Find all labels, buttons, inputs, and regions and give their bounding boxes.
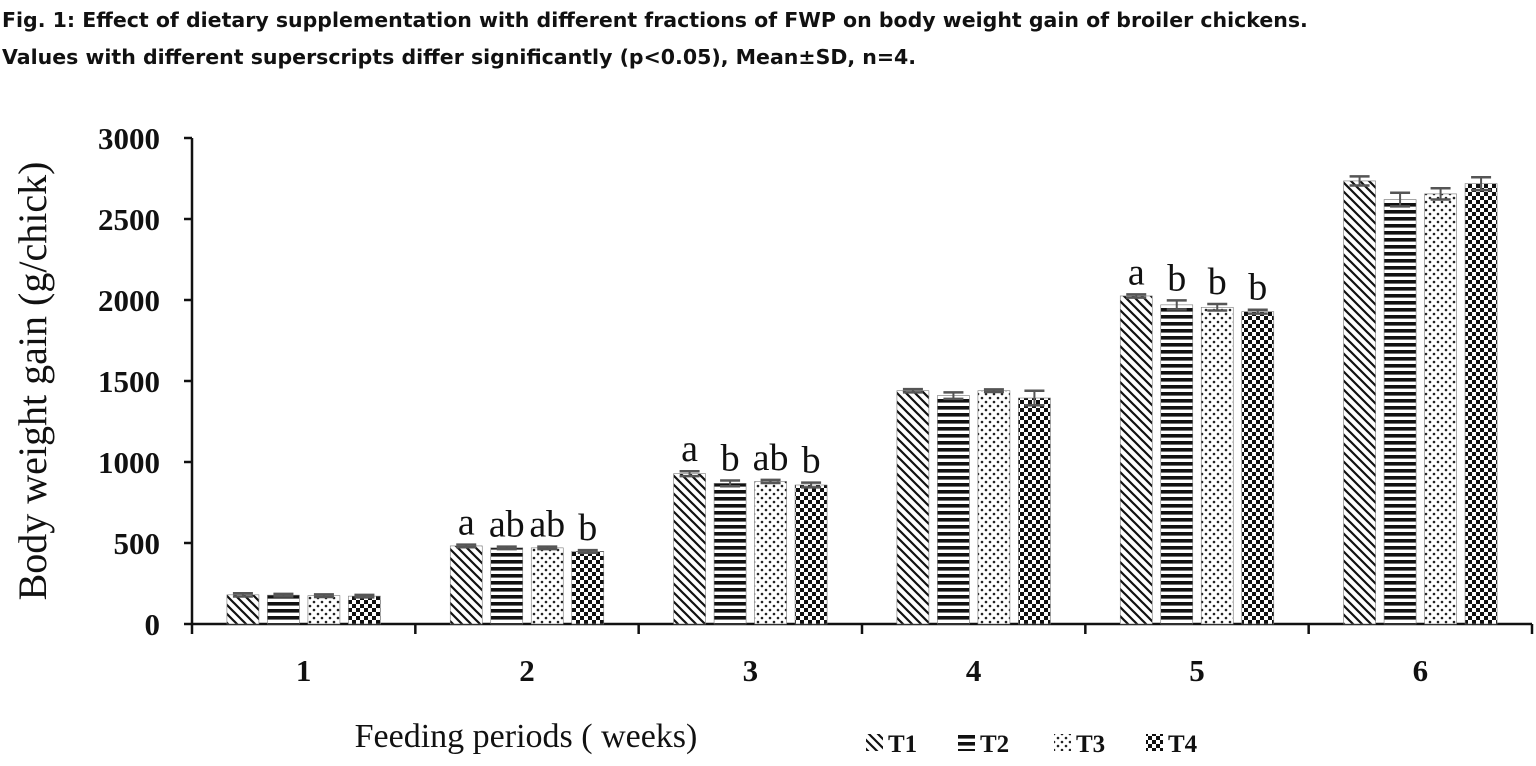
legend-swatch-t3: [1054, 734, 1071, 751]
legend: T1 T2 T3 T4: [866, 731, 1198, 758]
bar-t2-week-2: [490, 547, 524, 625]
y-tick-label: 1500: [98, 364, 160, 399]
x-axis-label: Feeding periods ( weeks): [355, 718, 698, 755]
significance-label: a: [458, 502, 475, 544]
bar-t3-week-3: [754, 481, 787, 625]
bar-t2-week-4: [937, 395, 970, 625]
legend-label-t4: T4: [1168, 731, 1198, 758]
significance-label: b: [578, 507, 597, 549]
legend-label-t3: T3: [1076, 731, 1105, 758]
caption-line-1: Fig. 1: Effect of dietary supplementatio…: [2, 8, 1308, 32]
bar-t1-week-6: [1343, 180, 1376, 625]
y-tick-label: 2500: [98, 202, 160, 237]
bars: [226, 175, 1498, 625]
y-ticks: 0 500 1000 1500 2000 2500 3000: [98, 121, 192, 642]
significance-label: ab: [753, 437, 789, 479]
x-tick-label: 5: [1189, 653, 1205, 688]
legend-label-t2: T2: [980, 731, 1009, 758]
y-tick-label: 2000: [98, 283, 160, 318]
significance-label: a: [681, 428, 698, 470]
bar-t4-week-5: [1241, 311, 1275, 625]
y-tick-label: 0: [145, 607, 161, 642]
legend-label-t1: T1: [888, 731, 917, 758]
significance-label: a: [1128, 251, 1145, 293]
bar-t3-week-5: [1200, 306, 1234, 625]
bar-t1-week-5: [1119, 295, 1153, 625]
bar-t1-week-2: [449, 545, 483, 625]
x-tick-label: 3: [743, 653, 759, 688]
significance-label: ab: [529, 504, 565, 546]
significance-label: b: [1167, 257, 1186, 299]
bar-t2-week-3: [713, 483, 747, 625]
bar-t4-week-4: [1018, 397, 1051, 625]
bar-t3-week-2: [530, 547, 564, 625]
legend-swatch-t4: [1146, 734, 1163, 751]
bar-t4-week-3: [794, 484, 828, 625]
bar-t1-week-4: [896, 390, 930, 625]
figure-caption: Fig. 1: Effect of dietary supplementatio…: [2, 0, 1532, 74]
bar-t2-week-1: [267, 594, 300, 625]
x-tick-label: 4: [966, 653, 982, 688]
significance-label: b: [802, 440, 821, 482]
bar-t4-week-2: [571, 551, 605, 625]
bar-t3-week-6: [1424, 193, 1457, 625]
bar-t2-week-6: [1383, 199, 1417, 625]
y-tick-label: 500: [114, 526, 161, 561]
significance-label: ab: [489, 504, 525, 546]
significance-label: b: [1248, 267, 1267, 309]
x-tick-label: 1: [296, 653, 312, 688]
x-ticks: 1 2 3 4 5 6: [190, 624, 1534, 688]
y-tick-label: 1000: [98, 445, 160, 480]
significance-label: b: [1208, 261, 1227, 303]
bar-t4-week-1: [348, 595, 381, 625]
bar-t3-week-4: [977, 390, 1011, 625]
bar-t1-week-1: [226, 594, 260, 625]
x-tick-label: 2: [519, 653, 535, 688]
y-axis-label: Body weight gain (g/chick): [10, 162, 55, 601]
legend-swatch-t2: [958, 734, 975, 751]
bar-t1-week-3: [673, 473, 706, 625]
bar-t2-week-5: [1160, 304, 1194, 625]
bar-t4-week-6: [1464, 183, 1498, 625]
y-tick-label: 3000: [98, 121, 160, 156]
legend-swatch-t1: [866, 734, 883, 751]
bar-t3-week-1: [307, 595, 341, 625]
caption-line-2: Values with different superscripts diffe…: [2, 45, 917, 69]
significance-label: b: [721, 437, 740, 479]
x-tick-label: 6: [1413, 653, 1429, 688]
